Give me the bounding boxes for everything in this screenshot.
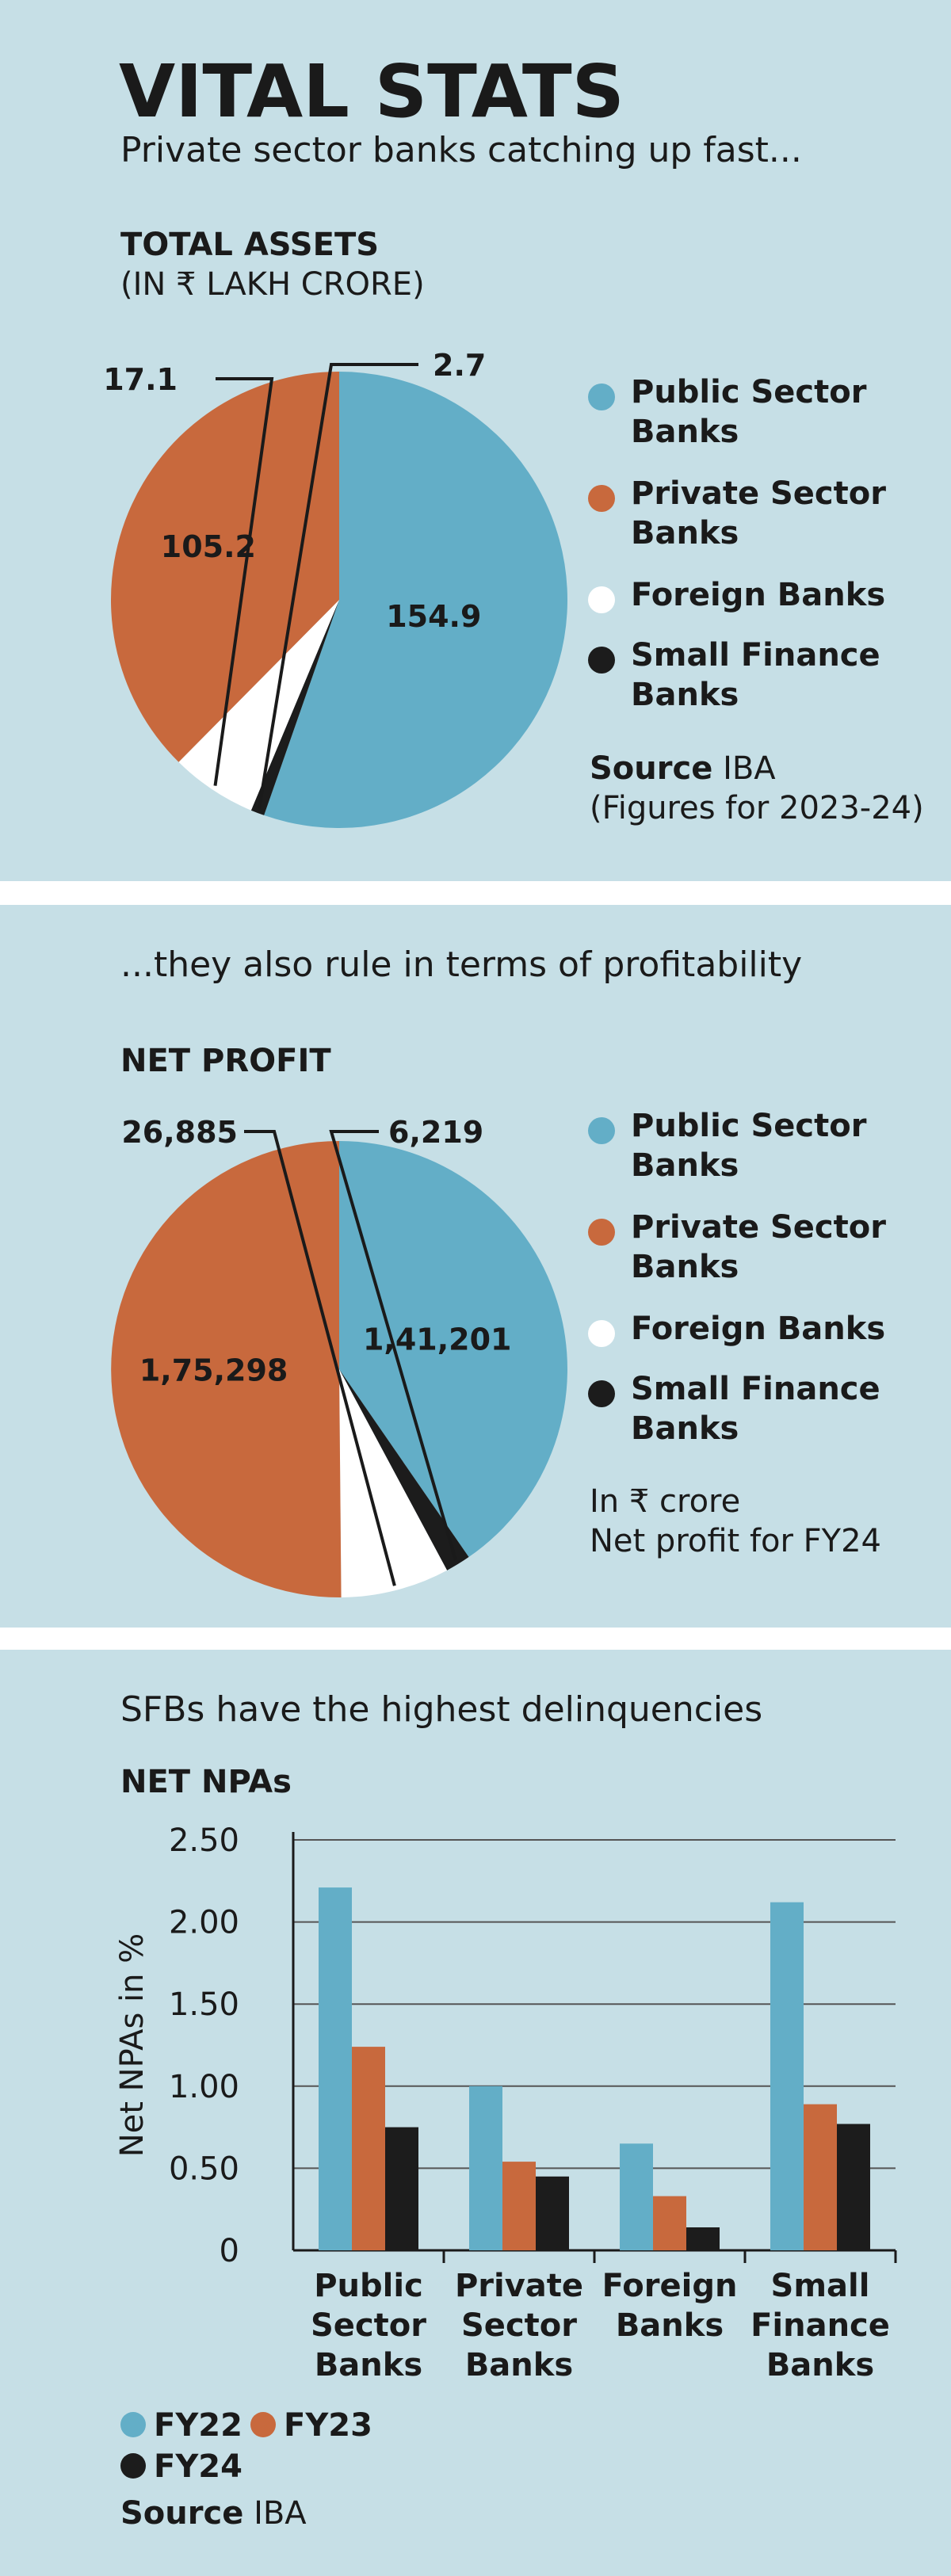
legend-dot-fy23 (250, 2412, 276, 2437)
net-npa-label: NET NPAs (120, 1764, 292, 1800)
total-assets-panel: VITAL STATS Private sector banks catchin… (0, 0, 951, 881)
x-category-label: Public (314, 2268, 423, 2304)
bar-fy23 (804, 2104, 837, 2250)
legend-label-private: Private Sector Banks (631, 1209, 886, 1285)
y-tick-label: 0 (220, 2233, 239, 2269)
net-profit-pie-chart: 1,41,201 1,75,298 6,219 26,885 (111, 1115, 567, 1597)
legend-label-foreign: Foreign Banks (631, 1311, 886, 1347)
legend-label-public: Public Sector Banks (631, 1108, 867, 1184)
net-profit-intro: ...they also rule in terms of profitabil… (120, 945, 803, 985)
pie-slice-foreign (339, 1369, 448, 1597)
legend-label-foreign: Foreign Banks (631, 577, 886, 613)
pie-label-public: 1,41,201 (363, 1322, 512, 1357)
legend-label-public: Public Sector Banks (631, 374, 867, 450)
pie-label-foreign: 17.1 (103, 362, 178, 397)
callout-line-foreign (244, 1130, 396, 1586)
bar-fy22 (770, 1902, 804, 2250)
legend-dot-sfb (588, 647, 615, 674)
fy-note: Net profit for FY24 (590, 1523, 882, 1559)
legend-dot-public (588, 1117, 615, 1144)
bar-fy23 (352, 2047, 385, 2250)
pie-label-sfb: 2.7 (433, 348, 486, 383)
y-tick-label: 2.50 (169, 1822, 239, 1859)
bar-fy23 (502, 2162, 536, 2250)
x-category-label: Banks (315, 2347, 422, 2383)
legend-dot-fy22 (120, 2412, 146, 2437)
pie-slice-sfb (250, 600, 339, 815)
bar-fy23 (653, 2196, 686, 2250)
legend-label-fy23: FY23 (284, 2407, 372, 2444)
net-npa-intro: SFBs have the highest delinquencies (120, 1689, 763, 1730)
net-npa-panel: SFBs have the highest delinquencies NET … (0, 1650, 951, 2576)
pie-slice-public (264, 372, 568, 828)
y-tick-label: 1.00 (169, 2069, 239, 2105)
net-profit-panel: ...they also rule in terms of profitabil… (0, 905, 951, 1628)
source-value: IBA (723, 750, 776, 787)
callout-line-sfb (329, 1130, 457, 1561)
legend-dot-private (588, 485, 615, 512)
pie-label-sfb: 6,219 (388, 1115, 483, 1150)
pie-label-private: 1,75,298 (139, 1353, 288, 1388)
bar-fy22 (620, 2143, 653, 2250)
bar-fy24 (837, 2124, 870, 2250)
bar-fy24 (686, 2227, 720, 2250)
net-npa-bar-chart: 0 0.50 1.00 1.50 2.00 2.50 Net NPAs in % Public… (114, 1822, 897, 2485)
x-category-label: Sector (311, 2307, 426, 2344)
pie-slice-private (111, 1141, 342, 1597)
x-category-label: Banks (766, 2347, 874, 2383)
pie-slice-private (110, 372, 339, 762)
source-label: Source (120, 2495, 244, 2532)
legend-dot-private (588, 1219, 615, 1246)
bar-fy22 (469, 2086, 502, 2250)
total-assets-unit: (IN ₹ LAKH CRORE) (120, 266, 425, 303)
x-category-label: Private (455, 2268, 583, 2304)
x-category-label: Sector (461, 2307, 577, 2344)
pie-label-public: 154.9 (386, 599, 481, 634)
bar-fy24 (385, 2127, 418, 2250)
page-title: VITAL STATS (119, 49, 624, 134)
callout-line-sfb (258, 363, 418, 809)
source-label: Source (590, 750, 713, 787)
bar-fy24 (536, 2176, 569, 2250)
legend-label-private: Private Sector Banks (631, 475, 886, 551)
pie-label-private: 105.2 (161, 529, 256, 564)
figures-note: (Figures for 2023-24) (590, 790, 924, 826)
legend-dot-foreign (588, 1320, 615, 1347)
source-line: Source IBA (120, 2494, 307, 2533)
source-value: IBA (254, 2495, 307, 2532)
total-assets-pie-chart: 154.9 105.2 2.7 17.1 (103, 348, 568, 828)
page-subtitle: Private sector banks catching up fast... (120, 130, 802, 170)
legend-dot-sfb (588, 1380, 615, 1407)
unit-note: In ₹ crore (590, 1483, 741, 1520)
y-tick-label: 0.50 (169, 2150, 239, 2187)
legend-dot-public (588, 384, 615, 410)
net-profit-label: NET PROFIT (120, 1043, 331, 1079)
legend-dot-foreign (588, 586, 615, 613)
legend-label-sfb: Small Finance Banks (631, 637, 880, 713)
source-line-1: Source IBA (590, 749, 776, 788)
pie-label-foreign: 26,885 (121, 1115, 238, 1150)
total-assets-label: TOTAL ASSETS (120, 227, 380, 263)
bar-fy22 (319, 1887, 352, 2250)
x-category-label: Banks (465, 2347, 573, 2383)
y-tick-label: 2.00 (169, 1905, 239, 1941)
y-axis-title: Net NPAs in % (114, 1933, 151, 2158)
legend-label-fy24: FY24 (154, 2448, 243, 2485)
legend-label-sfb: Small Finance Banks (631, 1371, 880, 1447)
legend-dot-fy24 (120, 2453, 146, 2479)
y-tick-label: 1.50 (169, 1986, 239, 2023)
legend-label-fy22: FY22 (154, 2407, 243, 2444)
callout-line-foreign (213, 377, 274, 786)
pie-slice-public (339, 1141, 567, 1558)
x-category-label: Finance (750, 2307, 890, 2344)
x-category-label: Banks (616, 2307, 724, 2344)
x-category-label: Foreign (602, 2268, 738, 2304)
x-category-label: Small (771, 2268, 870, 2304)
pie-slice-sfb (339, 1369, 469, 1570)
